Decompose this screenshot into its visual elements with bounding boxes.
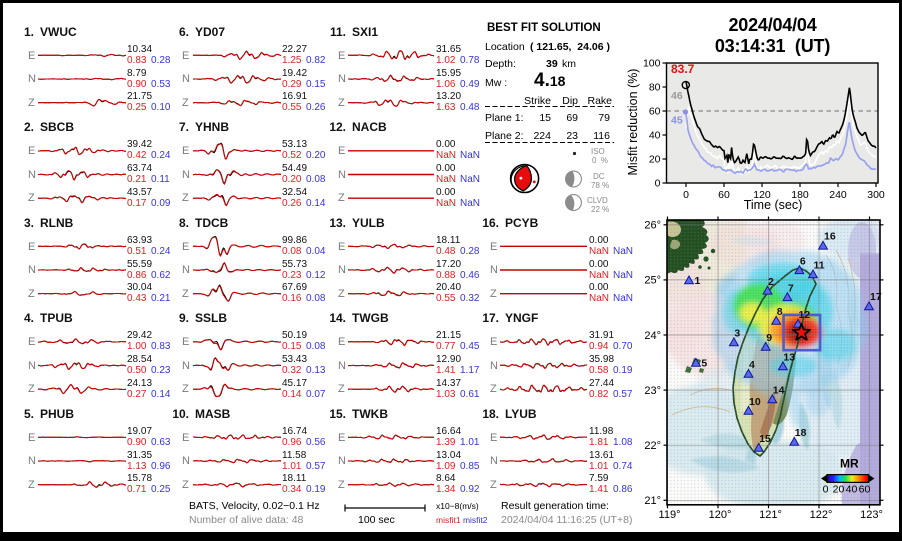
svg-text:12: 12 xyxy=(799,309,811,321)
svg-text:24°: 24° xyxy=(644,330,661,342)
svg-text:0: 0 xyxy=(683,189,689,201)
svg-text:14: 14 xyxy=(773,385,785,397)
svg-text:13: 13 xyxy=(783,352,795,364)
svg-text:26°: 26° xyxy=(644,220,661,232)
svg-text:83.7: 83.7 xyxy=(671,62,695,76)
svg-text:3: 3 xyxy=(734,328,740,340)
svg-text:9: 9 xyxy=(766,332,772,344)
svg-text:17: 17 xyxy=(870,291,882,303)
svg-text:23°: 23° xyxy=(644,385,661,397)
svg-text:300: 300 xyxy=(867,189,885,201)
svg-text:80: 80 xyxy=(649,82,661,94)
svg-text:11: 11 xyxy=(814,260,825,272)
svg-text:4: 4 xyxy=(749,359,755,371)
svg-text:60: 60 xyxy=(649,106,661,118)
svg-text:119°: 119° xyxy=(659,509,681,521)
svg-text:Time (sec): Time (sec) xyxy=(744,198,803,212)
svg-text:10: 10 xyxy=(749,396,761,408)
svg-text:20: 20 xyxy=(833,484,845,496)
svg-text:8: 8 xyxy=(777,306,783,318)
svg-text:16: 16 xyxy=(824,230,836,242)
svg-text:22°: 22° xyxy=(644,440,661,452)
svg-text:18: 18 xyxy=(795,427,807,439)
svg-text:123°: 123° xyxy=(860,509,883,521)
svg-text:2: 2 xyxy=(768,276,774,288)
svg-text:60: 60 xyxy=(718,189,730,201)
svg-text:100: 100 xyxy=(643,58,661,70)
svg-text:21°: 21° xyxy=(644,495,661,507)
svg-text:121°: 121° xyxy=(759,509,782,521)
svg-text:0: 0 xyxy=(655,178,661,190)
svg-text:120: 120 xyxy=(753,189,771,201)
svg-text:120°: 120° xyxy=(709,509,732,521)
svg-text:180: 180 xyxy=(791,189,809,201)
svg-text:25°: 25° xyxy=(644,275,661,287)
svg-text:MR: MR xyxy=(840,457,859,471)
svg-text:Misfit reduction (%): Misfit reduction (%) xyxy=(626,69,640,176)
svg-text:5: 5 xyxy=(701,358,707,370)
svg-text:45: 45 xyxy=(671,115,683,127)
svg-text:7: 7 xyxy=(788,282,794,294)
svg-text:60: 60 xyxy=(859,484,871,496)
svg-text:6: 6 xyxy=(800,255,806,267)
svg-text:40: 40 xyxy=(649,130,661,142)
svg-text:20: 20 xyxy=(649,154,661,166)
svg-text:240: 240 xyxy=(829,189,847,201)
svg-text:46: 46 xyxy=(671,90,683,102)
svg-text:15: 15 xyxy=(759,433,771,445)
svg-text:1: 1 xyxy=(695,275,701,287)
svg-text:40: 40 xyxy=(846,484,858,496)
svg-text:0: 0 xyxy=(823,484,829,496)
svg-text:122°: 122° xyxy=(810,509,833,521)
